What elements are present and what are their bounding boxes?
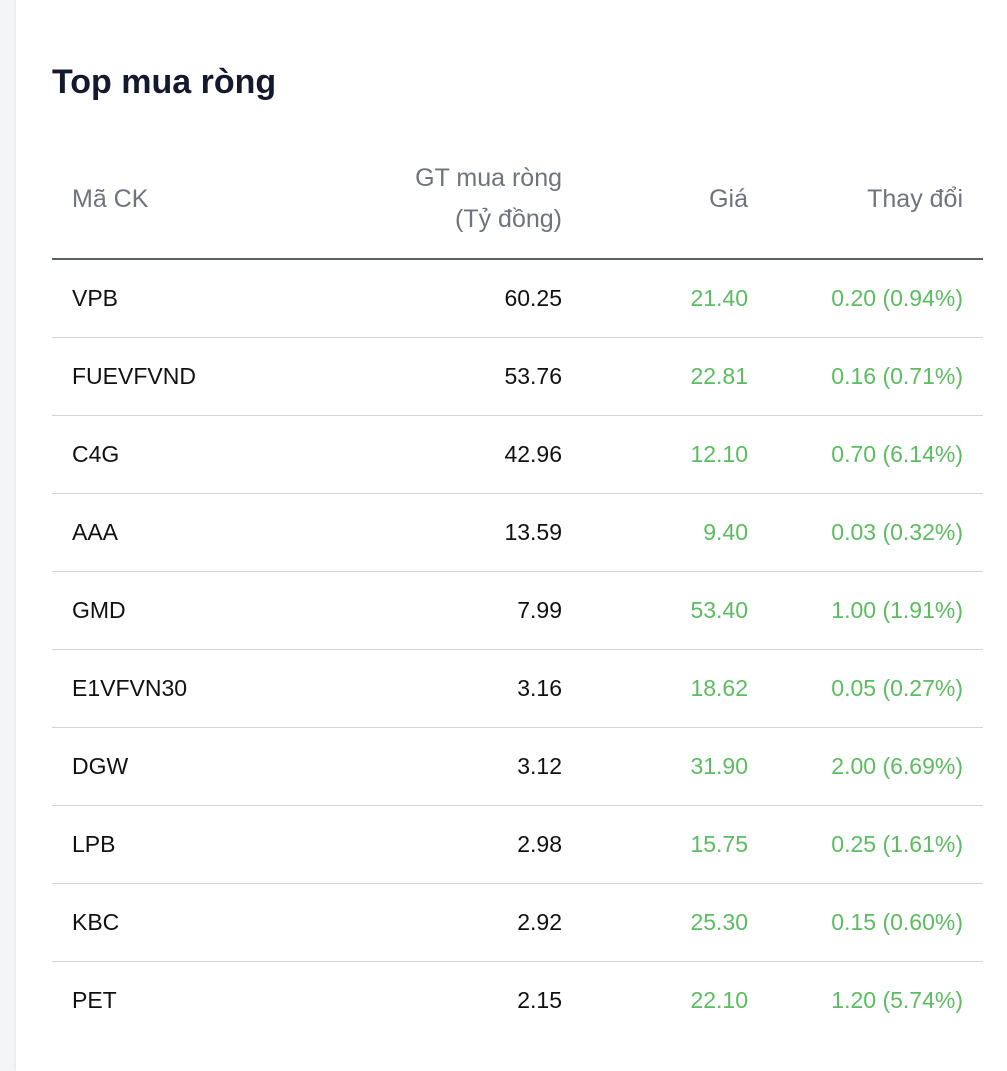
price: 31.90 <box>582 727 768 806</box>
price-change: 0.03 (0.32%) <box>768 493 983 572</box>
price-change: 1.00 (1.91%) <box>768 571 983 650</box>
table-row[interactable]: AAA 13.59 9.40 0.03 (0.32%) <box>52 493 983 572</box>
net-buy-value: 2.92 <box>292 883 582 962</box>
widget-title: Top mua ròng <box>52 63 277 101</box>
table-header: Mã CK GT mua ròng (Tỷ đồng) Giá Thay đổi <box>52 140 983 260</box>
price: 25.30 <box>582 883 768 962</box>
price: 9.40 <box>582 493 768 572</box>
top-net-buy-card: Top mua ròng Mã CK GT mua ròng (Tỷ đồng)… <box>16 0 1007 1071</box>
table-row[interactable]: VPB 60.25 21.40 0.20 (0.94%) <box>52 259 983 338</box>
net-buy-value: 42.96 <box>292 415 582 494</box>
column-header-change[interactable]: Thay đổi <box>768 140 983 260</box>
net-buy-value: 3.16 <box>292 649 582 728</box>
price: 22.81 <box>582 337 768 416</box>
price-change: 0.20 (0.94%) <box>768 259 983 338</box>
price-change: 0.70 (6.14%) <box>768 415 983 494</box>
column-header-code[interactable]: Mã CK <box>52 140 292 260</box>
column-header-net-buy-value-unit: (Tỷ đồng) <box>455 205 562 233</box>
price: 21.40 <box>582 259 768 338</box>
table-row[interactable]: E1VFVN30 3.16 18.62 0.05 (0.27%) <box>52 649 983 728</box>
stock-code[interactable]: E1VFVN30 <box>52 649 292 728</box>
net-buy-value: 13.59 <box>292 493 582 572</box>
price-change: 0.05 (0.27%) <box>768 649 983 728</box>
price: 12.10 <box>582 415 768 494</box>
price: 53.40 <box>582 571 768 650</box>
stock-code[interactable]: GMD <box>52 571 292 650</box>
table-row[interactable]: C4G 42.96 12.10 0.70 (6.14%) <box>52 415 983 494</box>
price-change: 0.25 (1.61%) <box>768 805 983 884</box>
table-row[interactable]: FUEVFVND 53.76 22.81 0.16 (0.71%) <box>52 337 983 416</box>
price-change: 2.00 (6.69%) <box>768 727 983 806</box>
column-header-net-buy-value-line1: GT mua ròng <box>415 164 562 192</box>
net-buy-value: 60.25 <box>292 259 582 338</box>
column-header-net-buy-value[interactable]: GT mua ròng (Tỷ đồng) <box>292 140 582 260</box>
net-buy-table: Mã CK GT mua ròng (Tỷ đồng) Giá Thay đổi… <box>52 140 983 1039</box>
price: 22.10 <box>690 987 748 1013</box>
stock-code[interactable]: DGW <box>52 727 292 806</box>
table-row[interactable]: DGW 3.12 31.90 2.00 (6.69%) <box>52 727 983 806</box>
header-row: Mã CK GT mua ròng (Tỷ đồng) Giá Thay đổi <box>52 140 983 260</box>
column-header-price[interactable]: Giá <box>582 140 768 260</box>
net-buy-value: 2.15 <box>517 987 562 1013</box>
stock-code[interactable]: AAA <box>52 493 292 572</box>
table-row[interactable]: PET 2.15 22.10 1.20 (5.74%) <box>52 962 983 1040</box>
table-row[interactable]: LPB 2.98 15.75 0.25 (1.61%) <box>52 805 983 884</box>
table-body: VPB 60.25 21.40 0.20 (0.94%) FUEVFVND 53… <box>52 259 983 1039</box>
net-buy-value: 53.76 <box>292 337 582 416</box>
price-change: 1.20 (5.74%) <box>831 987 963 1013</box>
price: 15.75 <box>582 805 768 884</box>
table-row[interactable]: GMD 7.99 53.40 1.00 (1.91%) <box>52 571 983 650</box>
stock-code[interactable]: VPB <box>52 259 292 338</box>
stock-code[interactable]: C4G <box>52 415 292 494</box>
net-buy-value: 3.12 <box>292 727 582 806</box>
net-buy-value: 7.99 <box>292 571 582 650</box>
net-buy-value: 2.98 <box>292 805 582 884</box>
stock-code[interactable]: FUEVFVND <box>52 337 292 416</box>
price: 18.62 <box>582 649 768 728</box>
price-change: 0.15 (0.60%) <box>768 883 983 962</box>
table-row[interactable]: KBC 2.92 25.30 0.15 (0.60%) <box>52 883 983 962</box>
stock-code[interactable]: KBC <box>52 883 292 962</box>
stock-code[interactable]: LPB <box>52 805 292 884</box>
stock-code[interactable]: PET <box>72 987 117 1013</box>
price-change: 0.16 (0.71%) <box>768 337 983 416</box>
